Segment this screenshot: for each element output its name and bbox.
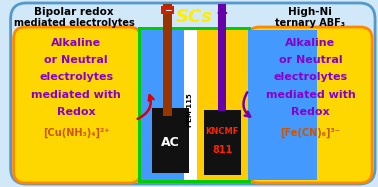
FancyBboxPatch shape <box>14 27 141 183</box>
FancyArrowPatch shape <box>243 92 250 117</box>
Bar <box>204 110 241 175</box>
Text: Redox: Redox <box>57 107 96 117</box>
Bar <box>184 30 197 180</box>
Bar <box>197 30 248 180</box>
Text: Alkaline: Alkaline <box>285 38 335 48</box>
Bar <box>141 30 317 180</box>
FancyBboxPatch shape <box>248 27 372 183</box>
Text: Alkaline: Alkaline <box>51 38 101 48</box>
Text: ternary ABF₃: ternary ABF₃ <box>276 18 345 28</box>
Bar <box>161 6 174 14</box>
Text: Bipolar redox: Bipolar redox <box>34 7 114 17</box>
Text: KNCMF: KNCMF <box>206 128 239 137</box>
Bar <box>138 27 251 183</box>
Text: [Fe(CN)₆]³⁻: [Fe(CN)₆]³⁻ <box>280 128 340 138</box>
Text: mediated with: mediated with <box>31 90 121 100</box>
Text: −: − <box>164 5 171 15</box>
Text: 811: 811 <box>212 145 232 155</box>
Text: +: + <box>216 5 229 21</box>
Text: or Neutral: or Neutral <box>45 55 108 65</box>
Text: mediated with: mediated with <box>265 90 355 100</box>
Bar <box>163 4 172 116</box>
FancyBboxPatch shape <box>11 3 375 184</box>
Text: mediated electrolytes: mediated electrolytes <box>14 18 135 28</box>
Text: AC: AC <box>161 137 180 149</box>
Bar <box>218 4 226 111</box>
Text: [Cu(NH₃)₄]²⁺: [Cu(NH₃)₄]²⁺ <box>43 128 110 138</box>
Text: electrolytes: electrolytes <box>273 72 347 82</box>
Text: or Neutral: or Neutral <box>279 55 342 65</box>
FancyArrowPatch shape <box>138 95 153 119</box>
Text: Redox: Redox <box>291 107 330 117</box>
Bar <box>152 108 189 173</box>
Text: High-Ni: High-Ni <box>288 7 332 17</box>
Text: PEM 115: PEM 115 <box>187 93 194 127</box>
Text: electrolytes: electrolytes <box>39 72 113 82</box>
Text: SCs: SCs <box>176 8 213 26</box>
